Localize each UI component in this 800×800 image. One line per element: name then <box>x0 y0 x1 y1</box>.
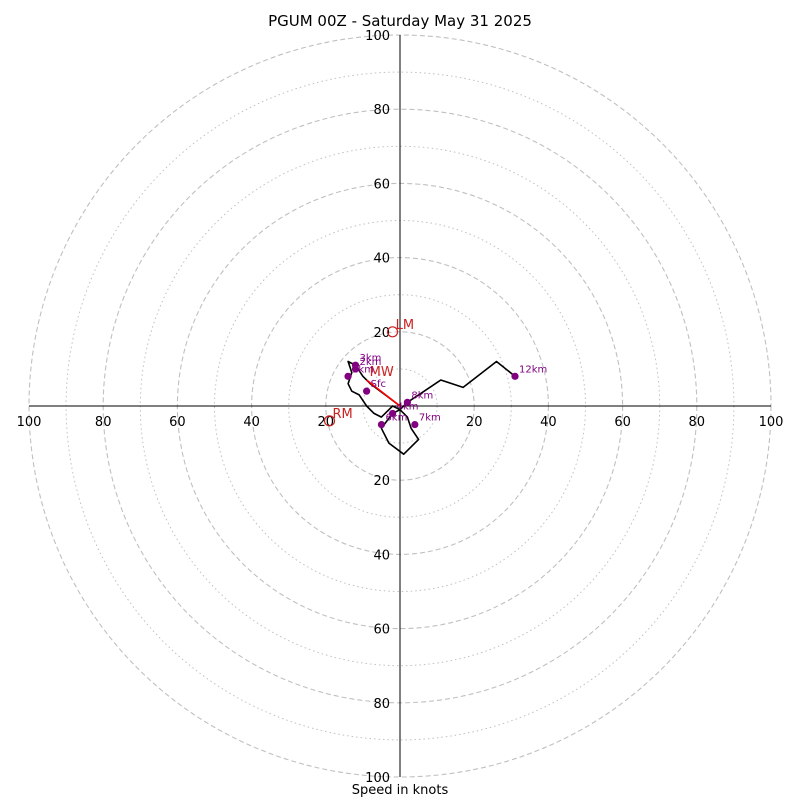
mean-wind-vector <box>366 379 401 407</box>
height-marker <box>388 409 397 418</box>
storm-motion-marker <box>323 415 336 427</box>
x-tick-label: 60 <box>614 415 631 430</box>
height-marker <box>411 420 419 429</box>
x-tick-label: 60 <box>169 415 186 430</box>
y-tick-label: 100 <box>365 29 390 44</box>
height-marker-label: 3km <box>359 353 381 364</box>
height-marker-label: 7km <box>419 413 441 424</box>
height-marker-label: 4km <box>397 401 419 412</box>
y-tick-label: 60 <box>373 177 390 192</box>
height-marker <box>511 372 519 380</box>
x-tick-label: 100 <box>17 415 42 430</box>
height-marker-label: 2km <box>359 357 381 368</box>
x-axis-label: Speed in knots <box>351 783 449 798</box>
y-tick-label: 20 <box>373 326 390 341</box>
x-tick-label: 80 <box>95 415 112 430</box>
y-tick-label: 20 <box>373 474 390 489</box>
height-marker <box>377 420 386 429</box>
mean-wind-label: MW <box>370 365 394 380</box>
height-marker <box>403 398 412 406</box>
x-tick-label: 80 <box>689 415 706 430</box>
y-tick-label: 80 <box>373 697 390 712</box>
height-marker-label: 1km <box>352 364 374 375</box>
storm-motion-label: RM <box>333 407 353 422</box>
x-tick-label: 20 <box>466 415 483 430</box>
y-tick-label: 80 <box>373 103 390 118</box>
x-tick-label: 40 <box>243 415 260 430</box>
storm-motion-marker <box>386 326 399 338</box>
y-tick-label: 100 <box>365 771 390 786</box>
y-tick-label: 40 <box>373 548 390 563</box>
chart-title: PGUM 00Z - Saturday May 31 2025 <box>268 12 532 30</box>
x-tick-label: 40 <box>540 415 557 430</box>
height-marker-label: Sfc <box>371 379 386 390</box>
height-marker-label: 12km <box>519 364 547 375</box>
height-marker-label: 6km <box>385 413 407 424</box>
height-marker <box>363 387 371 395</box>
height-marker-label: 8km <box>411 390 433 401</box>
height-marker <box>344 372 352 380</box>
storm-motion-label: LM <box>396 318 414 333</box>
height-marker <box>351 361 360 369</box>
x-tick-label: 100 <box>759 415 784 430</box>
y-tick-label: 40 <box>373 252 390 267</box>
y-tick-label: 60 <box>373 623 390 638</box>
